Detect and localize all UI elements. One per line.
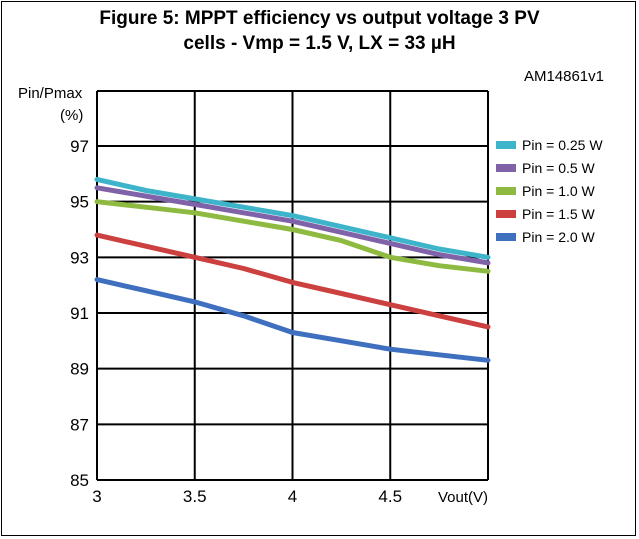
y-axis-label-line2: (%) <box>60 107 83 124</box>
legend-swatch-1 <box>496 164 516 172</box>
legend-label-0: Pin = 0.25 W <box>522 137 603 153</box>
y-tick-label-87: 87 <box>70 415 89 434</box>
series-line-0 <box>94 176 491 260</box>
y-tick-label-93: 93 <box>70 248 89 267</box>
chart-title-line2: cells - Vmp = 1.5 V, LX = 33 µH <box>183 33 456 54</box>
y-tick-label-85: 85 <box>70 471 89 490</box>
series-line-1 <box>94 185 491 266</box>
series-line-3 <box>94 232 491 330</box>
chart-title: Figure 5: MPPT efficiency vs output volt… <box>0 6 639 56</box>
legend: Pin = 0.25 W Pin = 0.5 W Pin = 1.0 W Pin = … <box>496 137 603 245</box>
series-line-2 <box>94 199 491 274</box>
series-line-4 <box>94 277 491 363</box>
x-axis-label: Vout(V) <box>438 489 488 506</box>
x-tick-label-3: 3 <box>92 487 101 506</box>
legend-swatch-0 <box>496 141 516 149</box>
x-tick-label-4: 4 <box>288 487 297 506</box>
y-tick-label-95: 95 <box>70 193 89 212</box>
legend-swatch-2 <box>496 187 516 195</box>
tick-labels: 3 3.5 4 4.5 85 87 89 91 93 95 97 <box>70 137 402 506</box>
legend-swatch-4 <box>496 233 516 241</box>
legend-label-3: Pin = 1.5 W <box>522 206 596 222</box>
legend-label-1: Pin = 0.5 W <box>522 160 596 176</box>
x-tick-label-3.5: 3.5 <box>183 487 207 506</box>
legend-swatch-3 <box>496 210 516 218</box>
y-tick-label-89: 89 <box>70 360 89 379</box>
y-tick-label-91: 91 <box>70 304 89 323</box>
series-lines <box>94 176 491 363</box>
y-tick-label-97: 97 <box>70 137 89 156</box>
legend-label-2: Pin = 1.0 W <box>522 183 596 199</box>
legend-label-4: Pin = 2.0 W <box>522 229 596 245</box>
y-axis-label-line1: Pin/Pmax <box>18 85 83 102</box>
x-tick-label-4.5: 4.5 <box>378 487 402 506</box>
grid-lines <box>96 90 489 481</box>
figure-id-label: AM14861v1 <box>524 68 604 85</box>
chart-title-line1: Figure 5: MPPT efficiency vs output volt… <box>99 8 540 29</box>
